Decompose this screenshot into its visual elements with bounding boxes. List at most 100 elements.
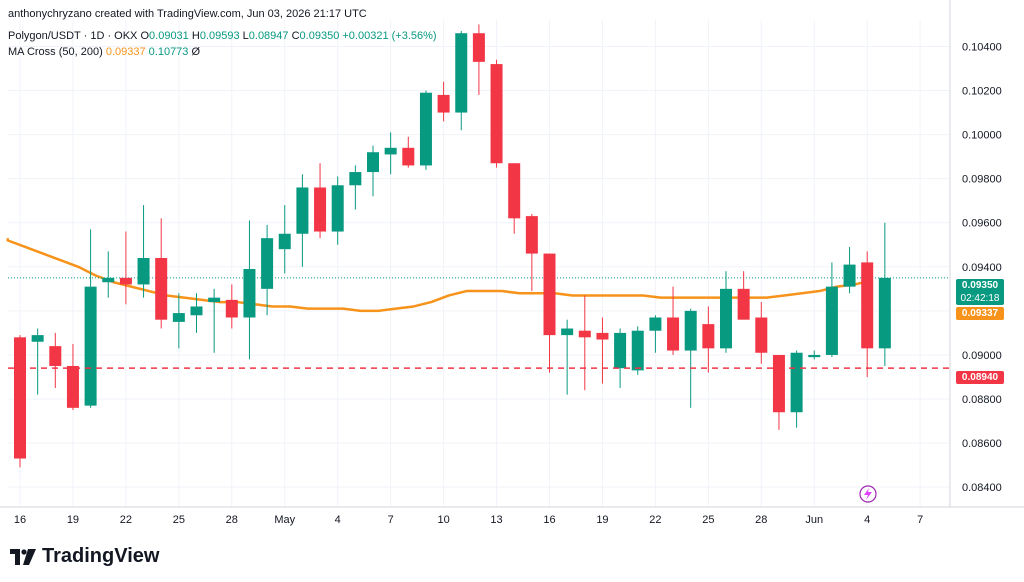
candle: [102, 251, 115, 298]
candle: [437, 81, 450, 122]
candle: [596, 317, 609, 384]
candle: [119, 231, 132, 305]
candle: [331, 176, 344, 245]
candle: [314, 163, 327, 239]
candle-body: [490, 64, 503, 164]
candle: [790, 350, 803, 428]
ma-label: MA Cross (50, 200): [8, 46, 103, 58]
candle: [455, 31, 468, 131]
candle: [419, 90, 432, 170]
candle: [578, 295, 591, 391]
candle-body: [314, 187, 327, 232]
x-tick-label: 13: [490, 514, 502, 526]
x-tick-label: 16: [543, 514, 555, 526]
candle: [825, 262, 838, 358]
candle-body: [790, 352, 803, 413]
x-tick-label: 19: [67, 514, 79, 526]
candle: [296, 174, 309, 267]
candle: [737, 271, 750, 320]
candle-body: [402, 147, 415, 166]
candle-body: [243, 269, 256, 318]
y-tick-label: 0.09400: [962, 262, 1002, 274]
candle: [720, 271, 732, 353]
candle-body: [278, 233, 291, 250]
y-tick-label: 0.09600: [962, 218, 1002, 230]
candle-body: [578, 330, 591, 338]
candle: [384, 132, 397, 175]
y-tick-label: 0.10000: [962, 130, 1002, 142]
ma-flag: Ø: [191, 46, 201, 58]
candle-body: [331, 185, 344, 232]
candle-body: [419, 92, 432, 166]
x-tick-label: 16: [14, 514, 26, 526]
candle-body: [525, 216, 538, 254]
candle: [225, 284, 238, 329]
candle-body: [861, 262, 874, 349]
candle-body: [543, 253, 556, 336]
x-tick-label: 19: [596, 514, 608, 526]
x-tick-label: May: [274, 514, 295, 526]
candle-body: [190, 306, 203, 316]
low-label: L: [242, 30, 249, 42]
x-tick-label: Jun: [805, 514, 823, 526]
y-axis: 0.084000.086000.088000.090000.092000.094…: [962, 41, 1002, 494]
candle: [66, 343, 79, 411]
candle: [631, 326, 644, 375]
x-tick-label: 22: [649, 514, 661, 526]
countdown-value: 02:42:18: [960, 293, 1000, 304]
candle-body: [878, 277, 891, 349]
x-tick-label: 4: [864, 514, 870, 526]
candle-body: [455, 33, 468, 113]
change-value: +0.00321 (+3.56%): [342, 30, 437, 42]
y-tick-label: 0.09800: [962, 174, 1002, 186]
candle-body: [702, 324, 715, 349]
x-tick-label: 25: [702, 514, 714, 526]
candle-body: [649, 317, 662, 331]
x-axis: 16 19 22 25 28 May 4 7 10 13 16 19 22 25 28 Jun 4 7: [14, 514, 923, 526]
candle: [755, 302, 768, 364]
candle: [84, 229, 97, 408]
candle: [172, 293, 185, 349]
tradingview-logo[interactable]: TradingView: [10, 545, 159, 568]
candle-body: [843, 264, 856, 287]
candle-body: [825, 286, 838, 355]
candle-body: [261, 238, 274, 289]
price-tag-value: 0.09350: [961, 280, 999, 291]
candle-body: [720, 288, 732, 349]
candle: [155, 218, 168, 329]
candle-body: [119, 277, 132, 285]
ma-tag: 0.09337: [956, 307, 1004, 320]
candle-body: [102, 277, 115, 283]
candle: [349, 165, 362, 210]
candle: [808, 350, 821, 360]
candle-body: [172, 313, 185, 322]
candle-body: [349, 172, 362, 186]
candle-body: [631, 330, 644, 371]
lightning-icon[interactable]: [859, 485, 877, 503]
y-tick-label: 0.10400: [962, 41, 1002, 53]
candle-body: [614, 332, 627, 369]
credit-text: anthonychryzano created with TradingView…: [8, 8, 367, 20]
candle: [843, 246, 856, 294]
ma50-value: 0.09337: [105, 46, 146, 58]
candles-layer: [14, 24, 891, 468]
candle-body: [684, 310, 697, 351]
candle-body: [31, 335, 44, 342]
candle: [243, 220, 256, 360]
symbol-label: Polygon/USDT · 1D · OKX: [8, 30, 138, 42]
high-label: H: [191, 30, 200, 42]
grid-lines: [0, 0, 1024, 508]
candle-body: [772, 354, 785, 413]
candle: [31, 328, 44, 395]
candle-body: [66, 365, 79, 408]
candle-body: [367, 152, 379, 173]
candle: [543, 253, 556, 373]
candle: [525, 213, 538, 292]
y-tick-label: 0.09000: [962, 350, 1002, 362]
price-tag: 0.09350 02:42:18: [956, 279, 1004, 305]
candle-body: [667, 317, 680, 351]
candle-body: [155, 257, 168, 320]
tradingview-logo-icon: [10, 548, 36, 565]
high-value: 0.09593: [199, 30, 240, 42]
